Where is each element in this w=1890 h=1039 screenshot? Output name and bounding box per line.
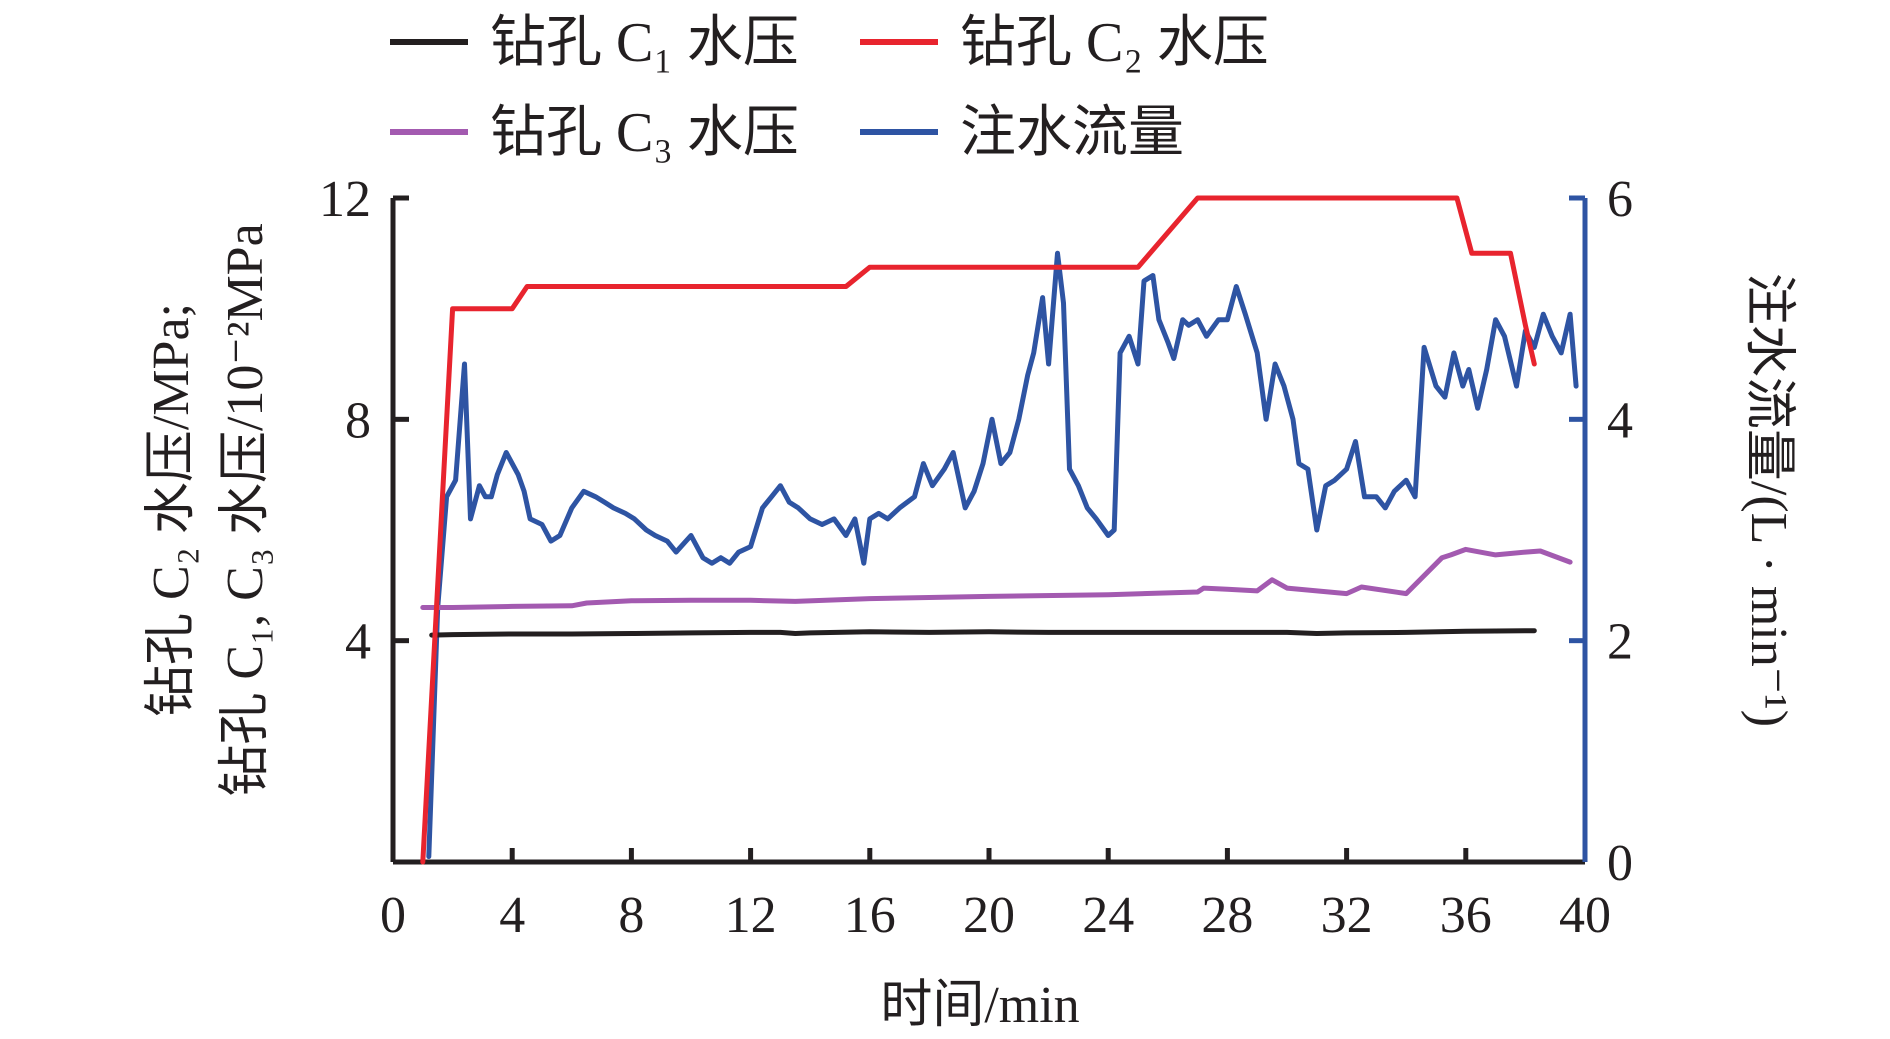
y-axis-title-left-line1: 钻孔 C₂ 水压/MPa; (143, 303, 200, 717)
x-tick-label-8: 8 (618, 887, 644, 944)
series-line-4 (426, 250, 1579, 859)
y-axis-title-right: 注水流量/(L · min⁻¹) (1740, 273, 1797, 727)
y-left-tick-label-4: 4 (345, 614, 371, 671)
x-tick-label-32: 32 (1321, 887, 1373, 944)
y-right-tick-label-2: 2 (1607, 614, 1633, 671)
x-tick-label-24: 24 (1082, 887, 1134, 944)
y-right-tick-label-0: 0 (1607, 835, 1633, 892)
x-tick-label-0: 0 (380, 887, 406, 944)
y-left-tick-label-8: 8 (345, 392, 371, 449)
x-tick-label-16: 16 (844, 887, 896, 944)
x-tick-label-36: 36 (1440, 887, 1492, 944)
y-axis-title-left-line2: 钻孔 C₁, C₃ 水压/10⁻²MPa (217, 223, 274, 796)
x-tick-label-20: 20 (963, 887, 1015, 944)
x-tick-label-4: 4 (499, 887, 525, 944)
legend-label-1: 钻孔 C₁ 水压 (490, 12, 799, 74)
legend-label-3: 钻孔 C₃ 水压 (490, 102, 799, 164)
series-line-2 (420, 195, 1537, 865)
series-line-1 (429, 628, 1537, 638)
x-tick-label-40: 40 (1559, 887, 1611, 944)
y-right-tick-label-4: 4 (1607, 392, 1633, 449)
y-right-tick-label-6: 6 (1607, 171, 1633, 228)
x-tick-label-28: 28 (1201, 887, 1253, 944)
x-tick-label-12: 12 (725, 887, 777, 944)
series-line-3 (420, 546, 1573, 610)
legend-label-4: 注水流量 (960, 102, 1184, 164)
legend-label-2: 钻孔 C₂ 水压 (960, 12, 1269, 74)
chart-series (420, 195, 1579, 865)
y-left-tick-label-12: 12 (319, 171, 371, 228)
x-axis-title: 时间/min (880, 977, 1079, 1034)
